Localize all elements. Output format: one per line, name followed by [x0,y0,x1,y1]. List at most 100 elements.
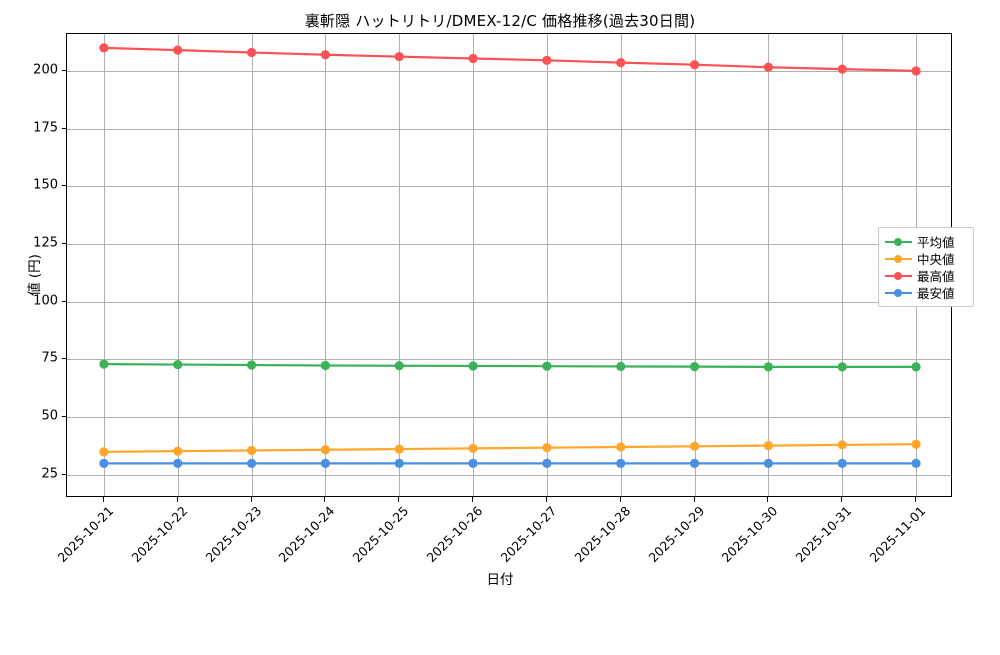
y-axis-tick-mark [62,243,67,245]
data-point [468,443,478,453]
legend-item-4[interactable]: 最安値 [885,284,967,301]
data-point [689,441,700,451]
y-axis-tick-label: 175 [33,120,58,136]
x-axis-tick-mark [102,497,104,502]
data-point [837,64,847,74]
legend-item-2[interactable]: 中央値 [885,250,967,267]
gridline-horizontal [67,244,951,246]
plot-area [66,33,952,497]
series-4 [99,458,921,468]
data-point [246,360,257,370]
gridline-vertical [399,34,401,496]
chart-title: 裏斬隠 ハットリトリ/DMEX-12/C 価格推移(過去30日間) [304,12,696,30]
y-axis-tick-label: 100 [33,293,58,309]
gridline-horizontal [67,359,951,361]
series-2 [99,439,921,457]
y-axis-tick-label: 125 [33,235,58,251]
data-point [246,47,257,58]
data-point [542,458,552,468]
data-point [763,458,774,468]
series-lines [99,43,921,468]
legend-marker-icon [885,253,912,265]
x-axis-tick-mark [176,497,178,502]
data-point [173,446,183,456]
data-point [837,362,847,372]
data-point [689,362,700,372]
series-3 [99,43,921,76]
legend-item-3[interactable]: 最高値 [885,267,967,284]
y-axis-tick-mark [62,300,67,302]
x-axis-tick-mark [693,497,695,502]
y-axis-tick-label: 200 [33,62,58,78]
y-axis-tick-mark [62,358,67,360]
gridline-vertical [546,34,548,496]
data-point [542,361,552,371]
data-point [837,458,847,468]
x-axis-tick-mark [398,497,400,502]
data-point [616,361,626,372]
gridline-horizontal [67,70,951,72]
legend-label: 中央値 [917,252,955,267]
data-point [173,359,183,370]
y-axis-tick-mark [62,127,67,129]
x-axis-title: 日付 [486,572,514,588]
data-point [468,361,478,371]
x-axis-tick-mark [545,497,547,502]
data-point [468,458,478,468]
data-point [320,445,331,455]
legend-label: 最安値 [917,286,955,301]
data-point [911,66,921,76]
y-axis-tick-label: 150 [33,177,58,193]
legend-marker-icon [885,270,912,282]
data-point [246,458,257,468]
x-axis-tick-mark [767,497,769,502]
gridline-horizontal [67,417,951,419]
data-point [616,442,626,452]
y-axis-tick-mark [62,473,67,475]
series-line [102,46,918,73]
gridline-vertical [251,34,253,496]
data-point [911,458,921,468]
gridline-vertical [768,34,770,496]
x-axis-tick-mark [250,497,252,502]
data-point [394,52,404,62]
y-axis-tick-label: 25 [41,466,58,482]
gridline-horizontal [67,474,951,476]
data-point [99,447,109,457]
gridline-vertical [325,34,327,496]
gridline-vertical [842,34,844,496]
chart-figure: 裏斬隠 ハットリトリ/DMEX-12/C 価格推移(過去30日間) 25 50 75… [27,12,974,588]
data-point [837,440,847,450]
legend-label: 最高値 [917,269,955,284]
x-axis-tick-mark [619,497,621,502]
gridline-horizontal [67,301,951,303]
y-axis-tick-mark [62,416,67,418]
data-point [616,58,626,68]
legend-marker-icon [885,287,912,299]
x-axis-tick-mark [915,497,917,502]
series-1 [99,359,921,372]
data-point [394,444,404,454]
data-point [99,43,109,53]
data-point [394,458,404,468]
x-axis-tick-mark [841,497,843,502]
data-point [542,443,552,453]
gridline-horizontal [67,128,951,130]
y-axis-tick-label: 50 [41,408,58,424]
x-axis-tick-mark [472,497,474,502]
data-point [763,441,774,451]
y-axis-tick-mark [62,185,67,187]
data-point [320,50,331,60]
data-point [173,45,183,55]
legend-item-1[interactable]: 平均値 [885,233,967,250]
data-point [689,458,700,468]
data-point [616,458,626,468]
data-point [99,359,109,369]
y-axis-title: 値 (円) [27,254,43,296]
y-axis-tick-mark [62,69,67,71]
data-point [911,439,921,449]
gridline-vertical [473,34,475,496]
data-point [320,360,331,371]
data-point [246,445,257,456]
data-point [320,458,331,468]
